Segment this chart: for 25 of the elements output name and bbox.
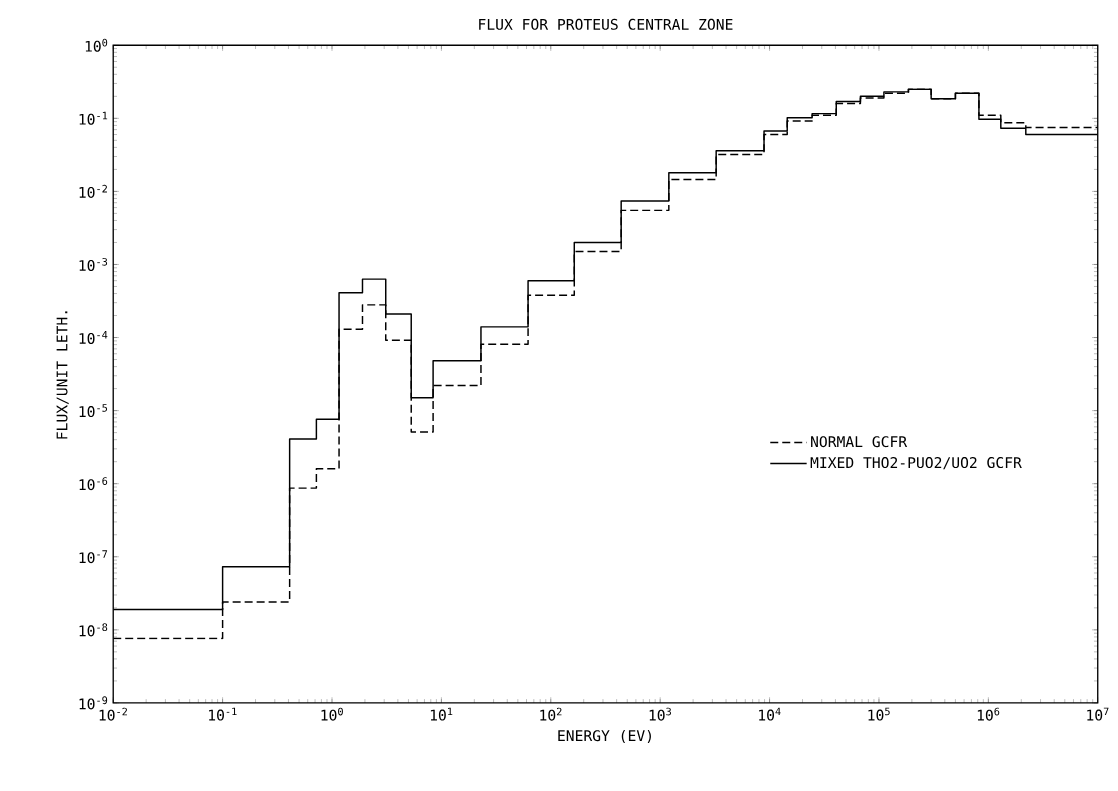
x-tick-label: 10$^{5}$ — [868, 707, 890, 721]
x-tick-label: 10$^{-2}$ — [99, 707, 128, 721]
legend-label: MIXED THO2-PUO2/UO2 GCFR — [810, 456, 1022, 470]
y-tick-label: 10$^{-3}$ — [79, 257, 108, 271]
y-tick-label: 10$^{-5}$ — [79, 404, 108, 418]
y-tick-label: 10$^{-1}$ — [79, 111, 108, 125]
y-tick-label: 10$^{0}$ — [85, 38, 108, 52]
y-tick-label: 10$^{-2}$ — [79, 184, 107, 198]
y-tick-label: 10$^{-4}$ — [79, 330, 108, 344]
legend-label: NORMAL GCFR — [811, 436, 908, 448]
y-tick-label: 10$^{-8}$ — [79, 623, 108, 637]
x-tick-label: 10$^{4}$ — [759, 707, 781, 721]
x-tick-label: 10$^{6}$ — [977, 707, 1000, 721]
x-axis-title: ENERGY (EV) — [558, 729, 651, 743]
chart-title: FLUX FOR PROTEUS CENTRAL ZONE — [479, 18, 733, 30]
x-tick-label: 10$^{1}$ — [430, 707, 453, 721]
x-tick-label: 10$^{7}$ — [1087, 707, 1109, 721]
x-tick-label: 10$^{2}$ — [540, 707, 562, 721]
y-tick-label: 10$^{-7}$ — [79, 550, 108, 564]
y-tick-label: 10$^{-6}$ — [79, 477, 108, 491]
x-tick-label: 10$^{0}$ — [321, 707, 343, 721]
x-tick-label: 10$^{3}$ — [649, 707, 671, 721]
y-axis-title: FLUX/UNIT LETH. — [56, 311, 69, 439]
y-tick-label: 10$^{-9}$ — [79, 696, 108, 710]
x-tick-label: 10$^{-1}$ — [209, 707, 237, 721]
